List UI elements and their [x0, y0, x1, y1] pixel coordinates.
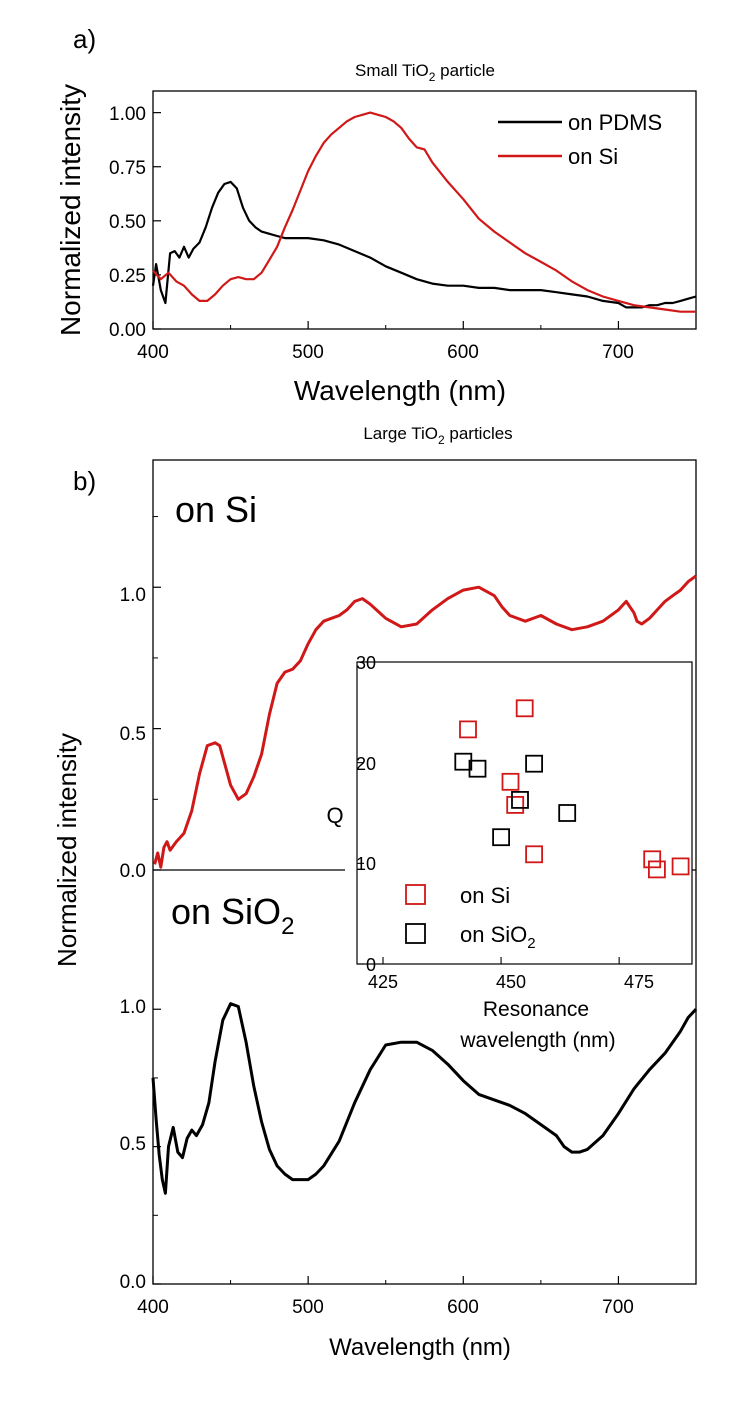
scatter-point-on-si [648, 860, 666, 879]
scatter-point-on-sio2 [525, 754, 543, 773]
panel-a-ytick-label: 0.25 [109, 266, 146, 287]
inset-legend: on Si on SiO2 [405, 883, 536, 952]
panel-a-ytick-label: 0.00 [109, 320, 146, 341]
panel-a-xtick-label: 500 [292, 342, 324, 363]
inset-ytick-label: 0 [366, 955, 376, 975]
panel-b-lower-ytick-label: 0.5 [120, 1134, 146, 1155]
panel-a-ylabel: Normalized intensity [55, 84, 86, 336]
legend-label-on-si: on Si [568, 144, 618, 169]
inset-legend-label-on-sio2: on SiO2 [460, 922, 536, 952]
panel-b-upper-label: on Si [175, 489, 257, 530]
scatter-point-on-sio2 [511, 791, 529, 809]
panel-a-xlabel: Wavelength (nm) [294, 375, 506, 406]
panel-b-lower-ytick-label: 1.0 [120, 997, 146, 1018]
panel-a: a) Small TiO2 particle 0.00 0.25 0.50 0.… [55, 24, 697, 406]
inset-xlabel-line2: wavelength (nm) [459, 1029, 615, 1052]
series-line-on-sio2 [151, 1002, 698, 1195]
inset-xtick-label: 475 [624, 972, 654, 992]
panel-a-ytick-label: 0.50 [109, 212, 146, 233]
panel-a-ticks [152, 112, 620, 330]
scatter-point-on-sio2 [558, 804, 577, 822]
series-line-on-si [152, 111, 696, 313]
panel-b-upper-ytick-label: 0.5 [120, 724, 146, 745]
series-line-on-pdms [151, 180, 697, 309]
scatter-point-on-sio2 [468, 759, 487, 778]
inset-legend-marker-on-sio2 [405, 923, 426, 944]
panel-b-lower-ytick-label: 0.0 [120, 1272, 146, 1293]
inset-plot-frame [356, 661, 693, 965]
panel-a-xtick-label: 600 [447, 342, 479, 363]
inset-legend-label-on-si: on Si [460, 883, 510, 908]
panel-b-title: Large TiO2 particles [363, 424, 512, 447]
inset-points [454, 699, 690, 879]
inset-ticks [357, 661, 620, 965]
scatter-point-on-si [506, 796, 525, 814]
inset-xlabel-line1: Resonance [483, 998, 589, 1021]
panel-b-xtick-label: 400 [137, 1297, 169, 1318]
panel-b-xtick-label: 500 [292, 1297, 324, 1318]
inset-chart: 0 10 20 30 425 450 475 Resonance wavelen… [326, 653, 693, 1052]
legend-label-on-pdms: on PDMS [568, 110, 662, 135]
scatter-point-on-si [525, 845, 543, 864]
panel-b-plot-frame [152, 459, 697, 1285]
panel-b-label: b) [73, 466, 96, 496]
inset-xtick-label: 425 [368, 972, 398, 992]
panel-a-xtick-label: 700 [602, 342, 634, 363]
scatter-point-on-sio2 [492, 828, 511, 847]
panel-b-series [151, 574, 698, 1195]
panel-b: Large TiO2 particles b) 0.0 0.5 1.0 0.0 … [52, 424, 698, 1361]
panel-a-label: a) [73, 24, 96, 54]
scatter-point-on-sio2 [454, 752, 473, 771]
inset-ytick-label: 10 [356, 854, 376, 874]
inset-ylabel: Q [326, 803, 343, 828]
scatter-point-on-si [515, 699, 534, 718]
scatter-point-on-si [643, 850, 662, 869]
panel-b-lower-label: on SiO2 [171, 891, 294, 940]
panel-a-ytick-label: 0.75 [109, 158, 146, 179]
panel-b-xlabel: Wavelength (nm) [329, 1334, 511, 1361]
inset-ytick-label: 30 [356, 653, 376, 673]
panel-b-xtick-label: 700 [602, 1297, 634, 1318]
series-line-on-si [153, 574, 697, 869]
scatter-point-on-si [671, 857, 690, 876]
scatter-point-on-si [459, 720, 477, 739]
inset-legend-marker-on-si [405, 884, 426, 905]
panel-b-upper-ytick-label: 0.0 [120, 861, 146, 882]
panel-a-series [151, 111, 697, 313]
panel-a-title: Small TiO2 particle [355, 61, 495, 84]
scatter-point-on-si [501, 772, 520, 791]
panel-b-ylabel: Normalized intensity [52, 733, 82, 967]
panel-b-upper-ytick-label: 1.0 [120, 585, 146, 606]
inset-xtick-label: 450 [496, 972, 526, 992]
panel-a-plot-frame [152, 90, 697, 330]
panel-a-xtick-label: 400 [137, 342, 169, 363]
panel-b-xtick-label: 600 [447, 1297, 479, 1318]
inset-ytick-label: 20 [356, 754, 376, 774]
panel-a-legend: on PDMS on Si [498, 110, 662, 169]
panel-a-ytick-label: 1.00 [109, 104, 146, 125]
